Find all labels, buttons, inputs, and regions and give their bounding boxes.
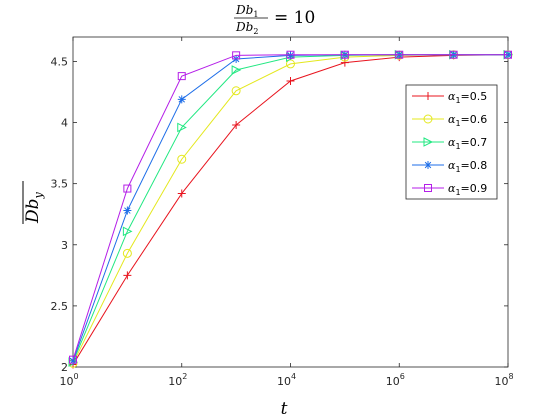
x-tick-label: 108 <box>494 372 513 388</box>
triangle-marker <box>423 137 434 147</box>
legend-entry: α1=0.8 <box>412 159 487 174</box>
asterisk-marker <box>424 161 432 169</box>
circle-marker <box>177 154 187 164</box>
tick-labels: 2 2.5 3 3.5 4 4.5 100 102 104 106 108 <box>51 55 514 388</box>
legend-entry: α1=0.5 <box>412 90 487 105</box>
y-tick-label: 4 <box>61 117 68 130</box>
legend-entry: α1=0.6 <box>412 113 487 128</box>
plus-marker <box>340 58 349 67</box>
y-axis-label: Dby <box>22 181 45 224</box>
x-tick-label: 100 <box>59 372 78 388</box>
series-line <box>72 54 508 360</box>
y-tick-label: 3 <box>61 239 68 252</box>
triangle-marker <box>177 122 187 133</box>
plus-marker <box>424 92 432 100</box>
plus-marker <box>123 271 132 280</box>
title-rhs: = 10 <box>274 8 315 28</box>
asterisk-marker <box>123 206 132 215</box>
circle-marker <box>286 59 295 69</box>
plus-marker <box>286 77 295 85</box>
y-tick-label: 2 <box>61 361 68 374</box>
y-tick-label: 3.5 <box>51 178 69 191</box>
triangle-marker <box>231 65 242 75</box>
legend-label: α1=0.8 <box>448 159 487 174</box>
circle-marker <box>231 86 241 96</box>
y-tick-label: 4.5 <box>51 55 69 68</box>
asterisk-marker <box>69 356 77 365</box>
y-axis-label-text: Dby <box>23 191 45 224</box>
x-axis-label: t <box>281 399 288 419</box>
legend-entry: α1=0.7 <box>412 136 487 151</box>
square-marker <box>286 50 295 59</box>
square-marker <box>123 184 132 193</box>
circle-marker <box>423 114 433 124</box>
legend-label: α1=0.5 <box>448 90 487 105</box>
x-tick-label: 104 <box>277 372 296 388</box>
square-marker <box>340 50 349 59</box>
square-marker <box>232 51 241 60</box>
square-marker <box>69 355 77 364</box>
x-tick-label: 102 <box>168 372 187 388</box>
asterisk-marker <box>286 51 295 60</box>
plus-marker <box>232 121 241 129</box>
square-marker <box>424 184 432 192</box>
square-marker <box>395 50 404 59</box>
square-marker <box>449 50 458 59</box>
circle-marker <box>122 248 132 258</box>
legend-label: α1=0.6 <box>448 113 487 128</box>
plus-marker <box>177 189 186 198</box>
legend-entry: α1=0.9 <box>412 182 487 197</box>
triangle-marker <box>122 226 133 237</box>
square-marker <box>177 72 186 81</box>
legend-label: α1=0.7 <box>448 136 487 151</box>
series-square <box>69 50 512 364</box>
title-denominator: Db2 <box>235 20 258 36</box>
asterisk-marker <box>177 95 186 104</box>
title-numerator: Db1 <box>235 3 258 19</box>
legend: α1=0.5 α1=0.6 α1=0.7 α1=0.8 α1=0.9 <box>405 84 498 200</box>
y-tick-label: 2.5 <box>51 300 69 313</box>
chart-title: Db1 Db2 = 10 <box>234 3 315 36</box>
data-series <box>68 49 514 369</box>
x-tick-label: 106 <box>386 372 405 388</box>
square-marker <box>504 50 512 59</box>
legend-label: α1=0.9 <box>448 182 487 197</box>
